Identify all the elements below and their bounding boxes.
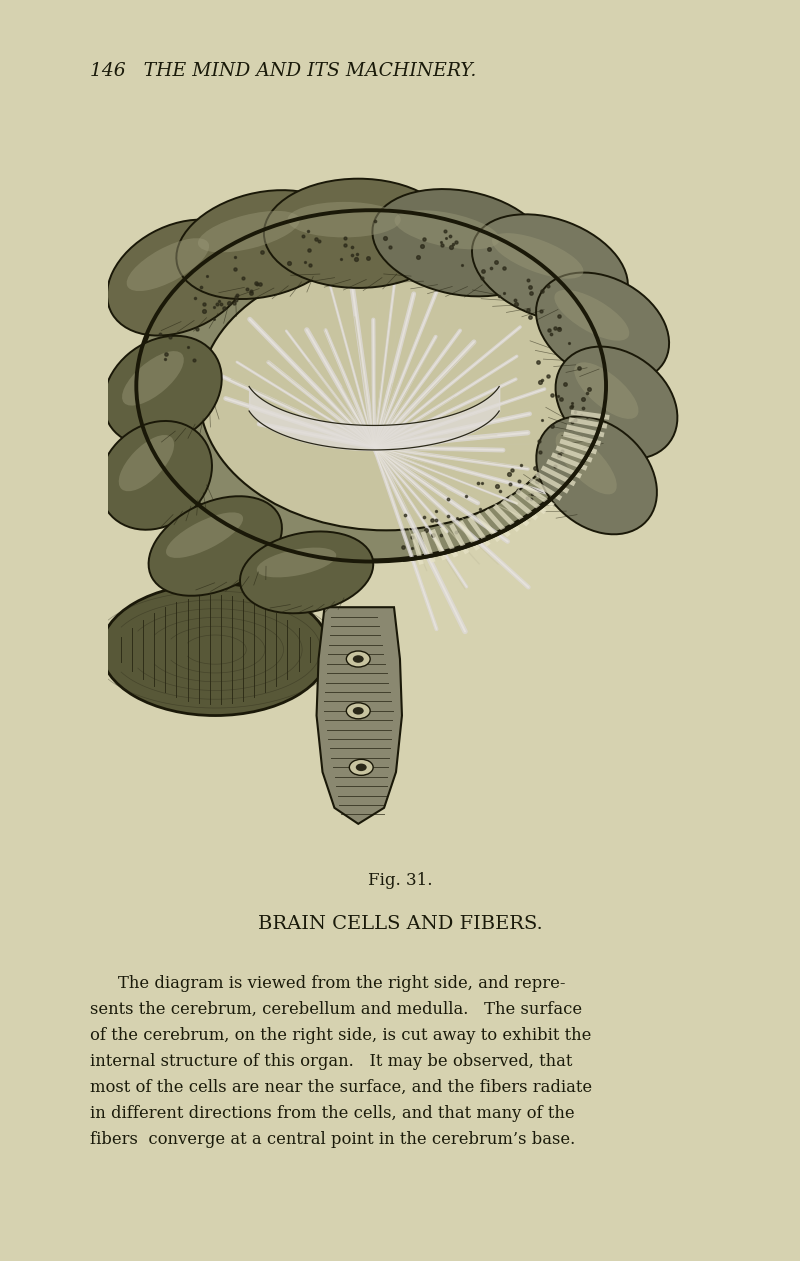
Ellipse shape — [350, 759, 373, 776]
Ellipse shape — [574, 362, 638, 419]
Ellipse shape — [394, 211, 500, 250]
Ellipse shape — [372, 189, 549, 296]
Text: fibers  converge at a central point in the cerebrum’s base.: fibers converge at a central point in th… — [90, 1131, 575, 1148]
Ellipse shape — [103, 335, 222, 445]
Ellipse shape — [107, 219, 252, 335]
Ellipse shape — [199, 260, 573, 531]
Text: BRAIN CELLS AND FIBERS.: BRAIN CELLS AND FIBERS. — [258, 915, 542, 933]
Text: 146   THE MIND AND ITS MACHINERY.: 146 THE MIND AND ITS MACHINERY. — [90, 62, 476, 79]
Text: of the cerebrum, on the right side, is cut away to exhibit the: of the cerebrum, on the right side, is c… — [90, 1026, 591, 1044]
Ellipse shape — [492, 233, 583, 279]
Ellipse shape — [287, 202, 401, 237]
Ellipse shape — [353, 656, 364, 663]
Ellipse shape — [346, 651, 370, 667]
Text: The diagram is viewed from the right side, and repre-: The diagram is viewed from the right sid… — [118, 975, 566, 992]
Ellipse shape — [472, 214, 628, 322]
Ellipse shape — [101, 584, 330, 715]
Text: sents the cerebrum, cerebellum and medulla.   The surface: sents the cerebrum, cerebellum and medul… — [90, 1001, 582, 1018]
Ellipse shape — [536, 272, 669, 382]
Ellipse shape — [122, 351, 184, 406]
Ellipse shape — [556, 431, 617, 494]
Ellipse shape — [99, 421, 212, 530]
Ellipse shape — [536, 416, 657, 535]
Ellipse shape — [149, 497, 282, 595]
Ellipse shape — [198, 211, 300, 252]
Ellipse shape — [138, 212, 605, 560]
Ellipse shape — [555, 347, 678, 459]
Text: most of the cells are near the surface, and the fibers radiate: most of the cells are near the surface, … — [90, 1079, 592, 1096]
Polygon shape — [317, 608, 402, 823]
Ellipse shape — [176, 190, 347, 299]
Ellipse shape — [353, 707, 364, 715]
Ellipse shape — [257, 547, 336, 578]
Text: internal structure of this organ.   It may be observed, that: internal structure of this organ. It may… — [90, 1053, 572, 1071]
Ellipse shape — [118, 435, 174, 492]
Ellipse shape — [346, 702, 370, 719]
Ellipse shape — [264, 179, 453, 288]
Ellipse shape — [554, 290, 630, 340]
Ellipse shape — [356, 764, 366, 770]
Text: Fig. 31.: Fig. 31. — [368, 873, 432, 889]
Ellipse shape — [166, 512, 243, 557]
Ellipse shape — [126, 238, 209, 291]
Ellipse shape — [240, 531, 374, 613]
Text: in different directions from the cells, and that many of the: in different directions from the cells, … — [90, 1105, 574, 1122]
